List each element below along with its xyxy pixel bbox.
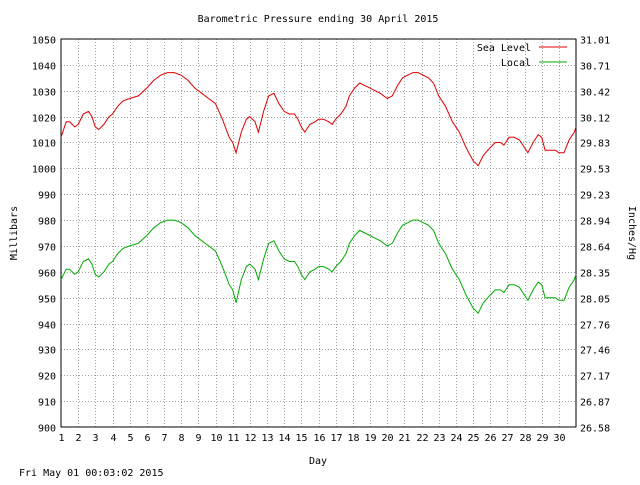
y2-tick-label: 30.12 bbox=[580, 114, 610, 125]
x-tick-label: 9 bbox=[195, 433, 201, 444]
y-tick-label: 980 bbox=[38, 217, 56, 228]
x-tick-label: 11 bbox=[227, 433, 239, 444]
y-tick-label: 920 bbox=[38, 372, 56, 383]
x-tick-label: 27 bbox=[501, 433, 513, 444]
y2-tick-label: 29.53 bbox=[580, 165, 610, 176]
y2-tick-label: 27.17 bbox=[580, 372, 610, 383]
y2-axis-label: Inches/Hg bbox=[626, 206, 637, 260]
x-tick-label: 29 bbox=[536, 433, 548, 444]
x-tick-label: 14 bbox=[278, 433, 290, 444]
y-tick-label: 1050 bbox=[32, 36, 56, 47]
y-tick-label: 930 bbox=[38, 346, 56, 357]
y2-tick-label: 30.71 bbox=[580, 62, 610, 73]
y-tick-label: 970 bbox=[38, 243, 56, 254]
y-tick-label: 950 bbox=[38, 295, 56, 306]
sea-level-line bbox=[60, 72, 577, 167]
x-tick-label: 5 bbox=[127, 433, 133, 444]
x-tick-label: 15 bbox=[295, 433, 307, 444]
legend-label-sea-level: Sea Level bbox=[477, 43, 531, 54]
x-tick-label: 17 bbox=[330, 433, 342, 444]
x-tick-label: 1 bbox=[58, 433, 64, 444]
x-tick-label: 22 bbox=[416, 433, 428, 444]
y-tick-label: 900 bbox=[38, 424, 56, 435]
y-tick-label: 990 bbox=[38, 191, 56, 202]
grid-lines bbox=[61, 39, 576, 427]
x-tick-label: 19 bbox=[364, 433, 376, 444]
x-tick-label: 21 bbox=[398, 433, 410, 444]
x-axis-label: Day bbox=[309, 456, 327, 467]
footer-timestamp: Fri May 01 00:03:02 2015 bbox=[19, 468, 164, 479]
x-tick-label: 23 bbox=[433, 433, 445, 444]
y-tick-label: 910 bbox=[38, 398, 56, 409]
y2-tick-label: 29.83 bbox=[580, 139, 610, 150]
x-tick-label: 2 bbox=[75, 433, 81, 444]
y-tick-label: 1040 bbox=[32, 62, 56, 73]
y2-tick-label: 30.42 bbox=[580, 88, 610, 99]
y-tick-label: 940 bbox=[38, 321, 56, 332]
series-layer bbox=[60, 72, 577, 315]
x-tick-label: 4 bbox=[110, 433, 116, 444]
y-tick-label: 1010 bbox=[32, 139, 56, 150]
x-tick-label: 16 bbox=[313, 433, 325, 444]
y2-tick-label: 26.58 bbox=[580, 424, 610, 435]
y-tick-label: 1030 bbox=[32, 88, 56, 99]
y2-tick-label: 28.64 bbox=[580, 243, 610, 254]
chart-title: Barometric Pressure ending 30 April 2015 bbox=[198, 14, 439, 25]
x-tick-label: 24 bbox=[450, 433, 462, 444]
plot-frame bbox=[60, 38, 577, 428]
x-tick-label: 13 bbox=[261, 433, 273, 444]
x-tick-label: 26 bbox=[484, 433, 496, 444]
x-tick-label: 8 bbox=[178, 433, 184, 444]
x-tick-label: 18 bbox=[347, 433, 359, 444]
y2-tick-label: 31.01 bbox=[580, 36, 610, 47]
y2-tick-label: 27.76 bbox=[580, 321, 610, 332]
y2-tick-label: 27.46 bbox=[580, 346, 610, 357]
y-tick-label: 960 bbox=[38, 269, 56, 280]
x-tick-label: 7 bbox=[161, 433, 167, 444]
y2-tick-label: 28.94 bbox=[580, 217, 610, 228]
x-tick-label: 3 bbox=[92, 433, 98, 444]
x-tick-label: 28 bbox=[519, 433, 531, 444]
legend: Sea Level Local bbox=[477, 43, 567, 69]
y2-tick-label: 26.87 bbox=[580, 398, 610, 409]
y-tick-label: 1020 bbox=[32, 114, 56, 125]
y-tick-label: 1000 bbox=[32, 165, 56, 176]
x-tick-label: 6 bbox=[144, 433, 150, 444]
y-axis-label: Millibars bbox=[9, 206, 20, 260]
x-tick-label: 20 bbox=[381, 433, 393, 444]
y2-tick-label: 28.05 bbox=[580, 295, 610, 306]
x-tick-label: 30 bbox=[553, 433, 565, 444]
local-line bbox=[60, 219, 577, 315]
legend-label-local: Local bbox=[501, 58, 531, 69]
y2-tick-label: 29.23 bbox=[580, 191, 610, 202]
y2-tick-label: 28.35 bbox=[580, 269, 610, 280]
x-tick-label: 12 bbox=[244, 433, 256, 444]
x-tick-label: 10 bbox=[210, 433, 222, 444]
x-tick-label: 25 bbox=[467, 433, 479, 444]
